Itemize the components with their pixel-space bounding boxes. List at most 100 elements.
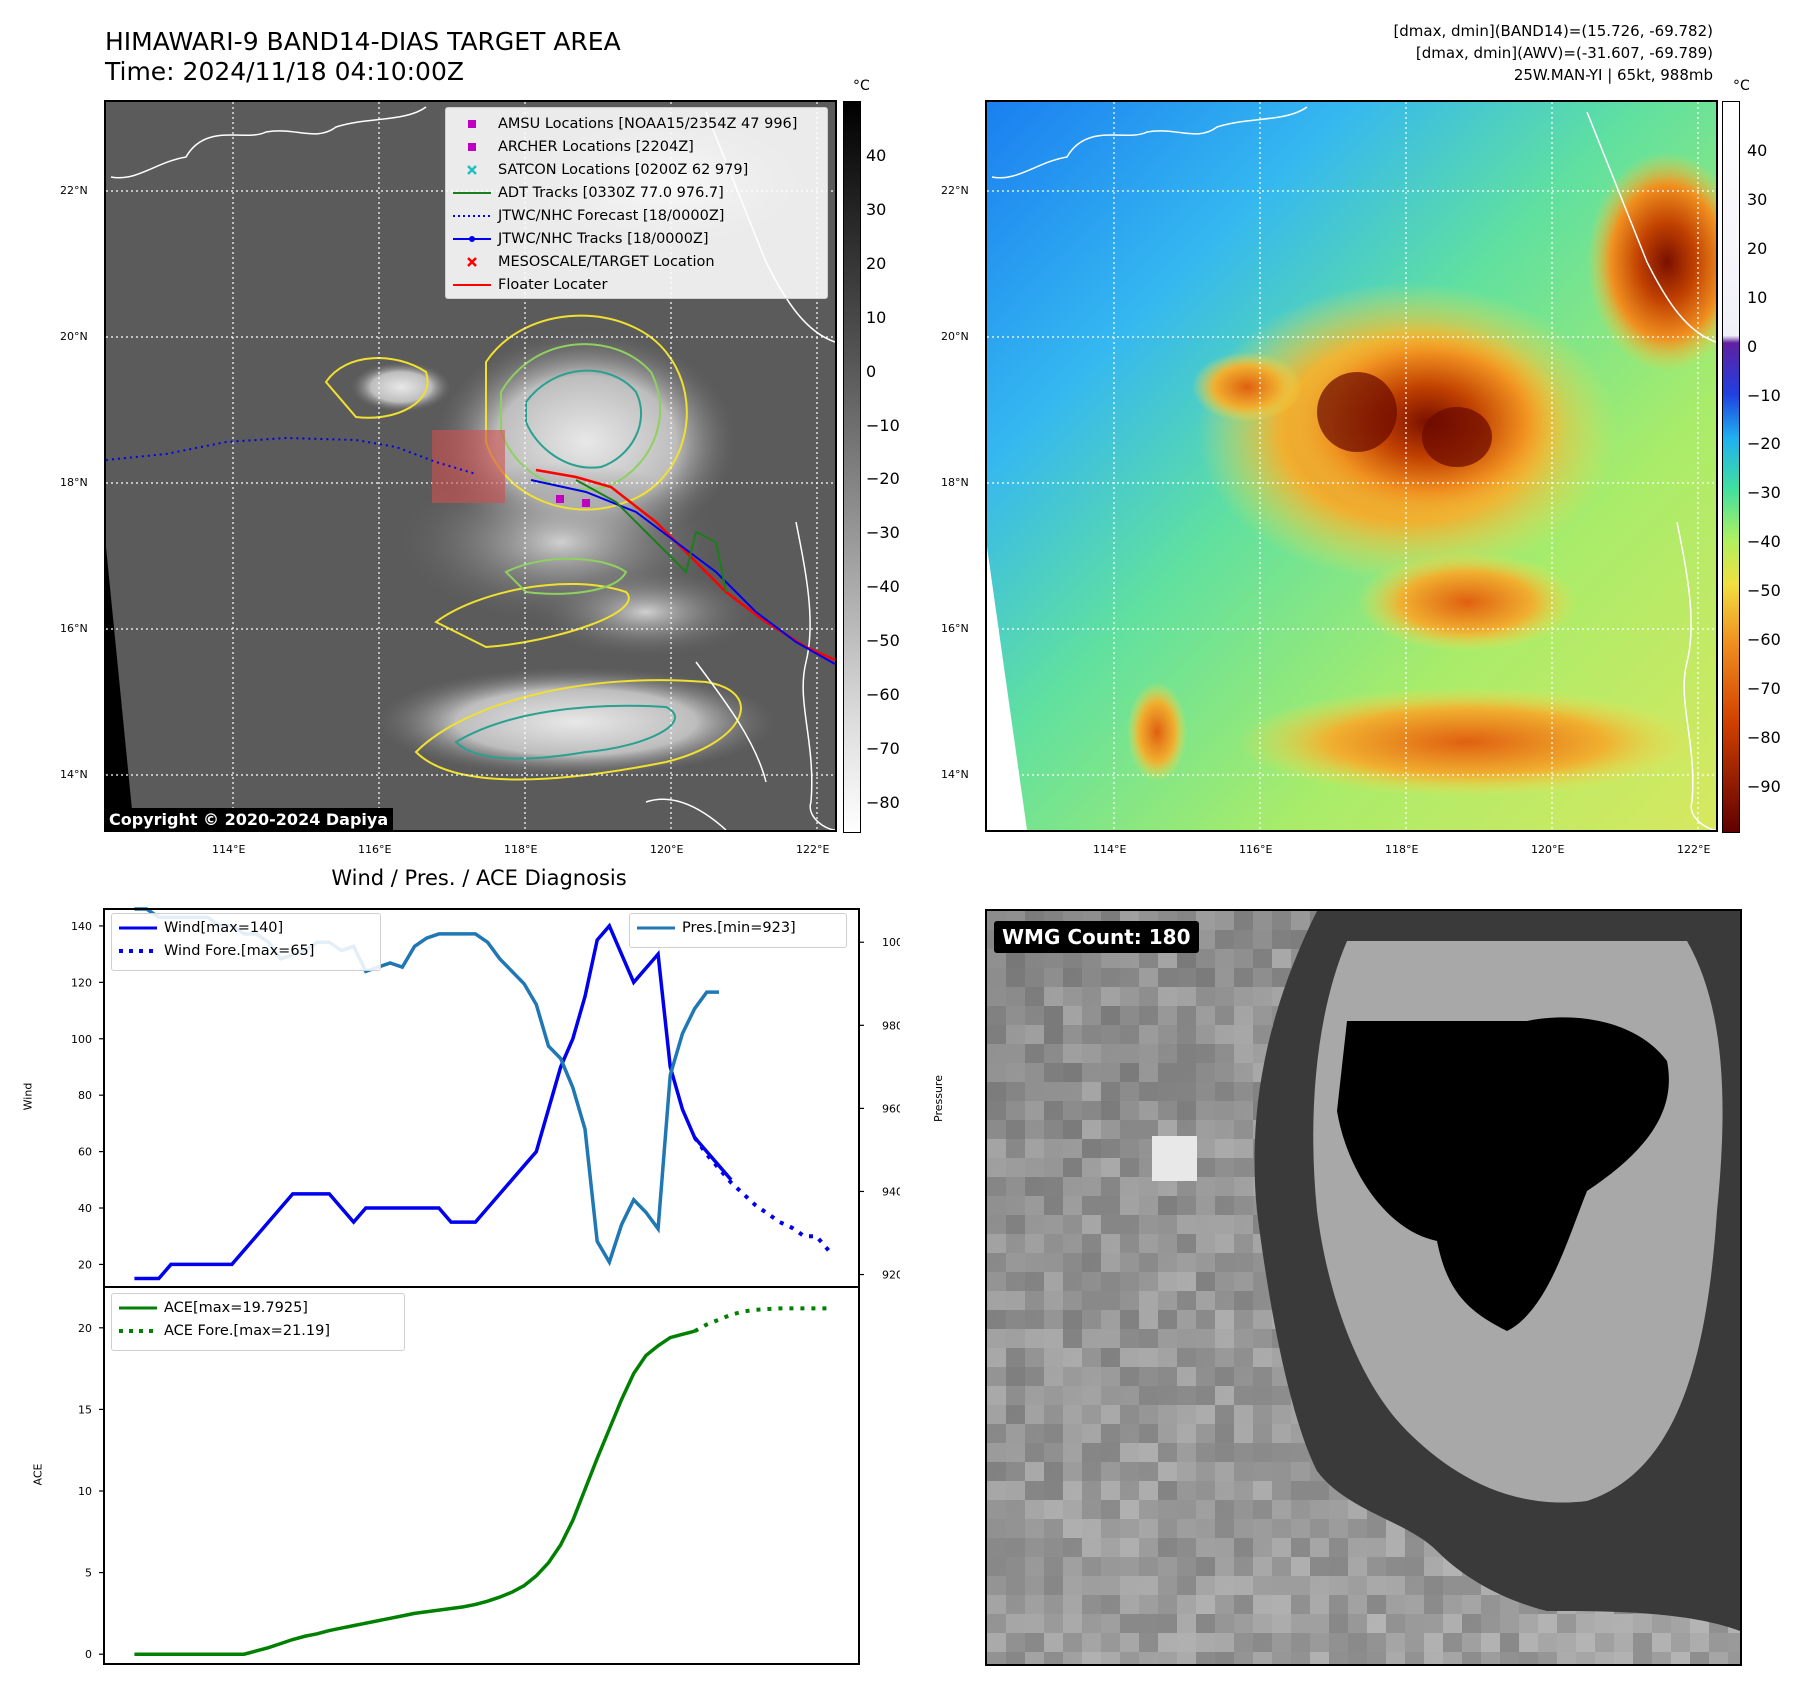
wmg-pixel bbox=[1082, 1253, 1101, 1272]
lat-label-18n: 18°N bbox=[60, 476, 88, 489]
wmg-pixel bbox=[1272, 1538, 1291, 1557]
wmg-pixel bbox=[1006, 1443, 1025, 1462]
wmg-pixel bbox=[1101, 1177, 1120, 1196]
legend-symbol bbox=[452, 213, 492, 219]
wmg-pixel bbox=[1101, 1405, 1120, 1424]
wmg-pixel bbox=[1120, 1253, 1139, 1272]
wmg-pixel bbox=[1006, 1405, 1025, 1424]
wmg-pixel bbox=[1006, 1367, 1025, 1386]
wmg-pixel bbox=[1158, 1538, 1177, 1557]
wmg-pixel bbox=[1234, 987, 1253, 1006]
colorbar-tick-label: 10 bbox=[1747, 287, 1768, 307]
legend-item: ARCHER Locations [2204Z] bbox=[452, 135, 821, 158]
wmg-pixel bbox=[1177, 1500, 1196, 1519]
wmg-pixel bbox=[1101, 1481, 1120, 1500]
wmg-pixel bbox=[1082, 1557, 1101, 1576]
wmg-pixel bbox=[1671, 1614, 1690, 1633]
wmg-pixel bbox=[1082, 1386, 1101, 1405]
wmg-pixel bbox=[1215, 1025, 1234, 1044]
wmg-pixel bbox=[1025, 1481, 1044, 1500]
wmg-pixel bbox=[1196, 1234, 1215, 1253]
wmg-pixel bbox=[1139, 1234, 1158, 1253]
wmg-pixel bbox=[1158, 1234, 1177, 1253]
wmg-pixel bbox=[1329, 1519, 1348, 1538]
wmg-pixel bbox=[1101, 987, 1120, 1006]
wmg-pixel bbox=[1139, 1386, 1158, 1405]
wmg-pixel bbox=[1025, 1424, 1044, 1443]
wmg-pixel bbox=[1158, 1310, 1177, 1329]
wmg-pixel bbox=[1006, 1424, 1025, 1443]
wmg-pixel bbox=[1234, 1158, 1253, 1177]
colorbar-tick-label: −20 bbox=[866, 469, 900, 489]
wmg-pixel bbox=[1215, 1310, 1234, 1329]
wmg-count-label: WMG Count: 180 bbox=[994, 921, 1199, 953]
awv-lon-label-120e: 120°E bbox=[1531, 843, 1565, 856]
wmg-pixel bbox=[1215, 1557, 1234, 1576]
wmg-pixel bbox=[1291, 1443, 1310, 1462]
wmg-pixel bbox=[1025, 1500, 1044, 1519]
wmg-pixel bbox=[1025, 1405, 1044, 1424]
wmg-pixel bbox=[1728, 1652, 1740, 1664]
wmg-pixel bbox=[1500, 1652, 1519, 1664]
wmg-pixel bbox=[1405, 1576, 1424, 1595]
wmg-pixel bbox=[987, 1025, 1006, 1044]
wmg-pixel bbox=[1082, 1500, 1101, 1519]
wmg-pixel bbox=[1519, 1633, 1538, 1652]
wmg-pixel bbox=[1044, 1272, 1063, 1291]
wmg-pixel bbox=[1272, 1405, 1291, 1424]
wmg-pixel bbox=[1215, 1462, 1234, 1481]
wmg-bright-spot bbox=[1152, 1136, 1197, 1181]
wmg-pixel bbox=[1006, 1614, 1025, 1633]
wmg-pixel bbox=[1405, 1614, 1424, 1633]
wmg-pixel bbox=[987, 1291, 1006, 1310]
color-colorbar bbox=[1722, 101, 1740, 833]
wind-ytick-label: 80 bbox=[78, 1089, 92, 1102]
wmg-pixel bbox=[987, 987, 1006, 1006]
wmg-pixel bbox=[1215, 1082, 1234, 1101]
ace-ytick-label: 5 bbox=[85, 1567, 92, 1580]
wmg-pixel bbox=[1120, 1234, 1139, 1253]
wmg-pixel bbox=[1082, 1443, 1101, 1462]
legend-item: SATCON Locations [0200Z 62 979] bbox=[452, 158, 821, 181]
wmg-pixel bbox=[1234, 968, 1253, 987]
wmg-pixel bbox=[1120, 1272, 1139, 1291]
wmg-pixel bbox=[1139, 1557, 1158, 1576]
wmg-pixel bbox=[1025, 1329, 1044, 1348]
wmg-pixel bbox=[1025, 1348, 1044, 1367]
wind-legend: Wind[max=140] Wind Fore.[max=65] bbox=[111, 913, 381, 971]
wmg-pixel bbox=[1006, 1310, 1025, 1329]
wmg-pixel bbox=[1025, 1614, 1044, 1633]
gray-colorbar bbox=[843, 101, 861, 833]
wmg-pixel bbox=[1101, 1044, 1120, 1063]
wmg-pixel bbox=[1101, 1310, 1120, 1329]
figure-title-line1: HIMAWARI-9 BAND14-DIAS TARGET AREA bbox=[105, 27, 621, 56]
wmg-pixel bbox=[1253, 949, 1272, 968]
wmg-pixel bbox=[1462, 1633, 1481, 1652]
wmg-pixel bbox=[1177, 1215, 1196, 1234]
wmg-pixel bbox=[1234, 1557, 1253, 1576]
wmg-pixel bbox=[1044, 1557, 1063, 1576]
colorbar-tick-label: −40 bbox=[866, 577, 900, 597]
wmg-pixel bbox=[1139, 1348, 1158, 1367]
wmg-pixel bbox=[1690, 1652, 1709, 1664]
awv-lat-label-22n: 22°N bbox=[941, 184, 969, 197]
wmg-pixel bbox=[1082, 1424, 1101, 1443]
wmg-pixel bbox=[1215, 1120, 1234, 1139]
wmg-pixel bbox=[1139, 1291, 1158, 1310]
wmg-pixel bbox=[1082, 1234, 1101, 1253]
wmg-pixel bbox=[1120, 1652, 1139, 1664]
wmg-pixel bbox=[1044, 1025, 1063, 1044]
wmg-pixel bbox=[1158, 1386, 1177, 1405]
wmg-pixel bbox=[1215, 1519, 1234, 1538]
wmg-pixel bbox=[1215, 1272, 1234, 1291]
wmg-pixel bbox=[1367, 1576, 1386, 1595]
wmg-pixel bbox=[1177, 1063, 1196, 1082]
wmg-pixel bbox=[1158, 1443, 1177, 1462]
wmg-pixel bbox=[1196, 1576, 1215, 1595]
wmg-pixel bbox=[1006, 1272, 1025, 1291]
wmg-pixel bbox=[1215, 1614, 1234, 1633]
colorbar-tick-label: −10 bbox=[866, 415, 900, 435]
wmg-pixel bbox=[1386, 1557, 1405, 1576]
wmg-pixel bbox=[1139, 1082, 1158, 1101]
wmg-pixel bbox=[1234, 1462, 1253, 1481]
